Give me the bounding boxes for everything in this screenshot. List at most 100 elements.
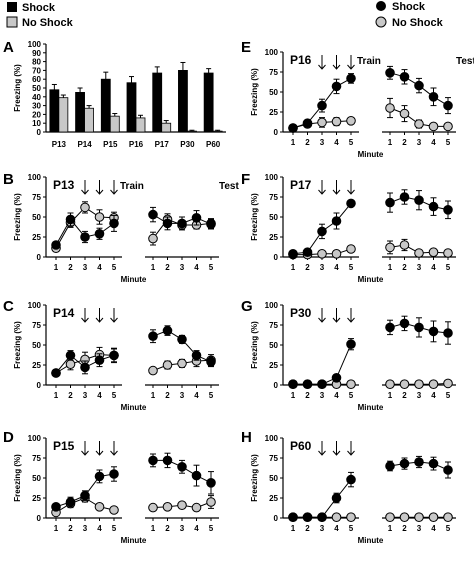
test-no-shock-point	[162, 360, 173, 370]
y-tick-label: 50	[269, 88, 278, 97]
test-shock-point	[177, 218, 187, 229]
x-tick-label-train: 3	[320, 138, 325, 147]
x-tick-label-train: 3	[83, 263, 88, 272]
panel-letter-b: B	[3, 171, 14, 188]
x-tick-label-test: 4	[194, 391, 199, 400]
y-tick-label: 100	[265, 173, 279, 182]
x-tick-label-train: 2	[68, 524, 73, 533]
test-shock-point	[428, 326, 439, 337]
test-shock-point	[428, 92, 439, 102]
x-axis-label: Minute	[121, 275, 147, 284]
train-shock-point	[94, 471, 105, 482]
x-tick-label-test: 5	[446, 263, 451, 272]
panel-letter-g: G	[241, 298, 253, 315]
test-no-shock-point	[177, 358, 187, 369]
bar-no-shock	[109, 115, 120, 133]
shock-arrow-head	[347, 189, 355, 195]
y-tick-label: 100	[265, 301, 279, 310]
age-label: P15	[53, 439, 75, 453]
test-shock-point	[191, 470, 202, 481]
y-tick-label: 30	[32, 102, 41, 111]
train-label: Train	[357, 56, 381, 67]
test-no-shock-point	[162, 502, 173, 512]
category-label: P30	[180, 140, 195, 149]
test-shock-point	[414, 195, 424, 205]
legend-right-noshock-label: No Shock	[392, 17, 444, 29]
train-no-shock-point	[331, 116, 342, 127]
train-no-shock-point	[331, 249, 342, 259]
shock-arrow-head	[81, 450, 89, 456]
x-tick-label-train: 1	[291, 138, 296, 147]
x-tick-label-train: 1	[54, 263, 59, 272]
panel-letter-f: F	[241, 171, 250, 188]
x-tick-label-test: 2	[402, 391, 407, 400]
train-shock-point	[317, 100, 327, 111]
panel-letter-d: D	[3, 429, 14, 446]
test-no-shock-point	[428, 512, 439, 523]
x-tick-label-test: 1	[388, 391, 393, 400]
test-shock-point	[206, 478, 216, 488]
x-tick-label-train: 4	[97, 524, 102, 533]
legend-right-shock-label: Shock	[392, 1, 426, 13]
x-tick-label-test: 1	[151, 263, 156, 272]
x-tick-label-train: 4	[97, 391, 102, 400]
x-tick-label-test: 1	[388, 524, 393, 533]
test-no-shock-point	[148, 502, 158, 513]
x-tick-label-test: 2	[165, 524, 170, 533]
test-no-shock-point	[399, 379, 410, 390]
train-shock-point	[288, 249, 298, 259]
test-shock-point	[148, 455, 158, 466]
legend-left-shock-swatch	[7, 2, 17, 12]
x-tick-label-train: 5	[349, 391, 354, 400]
age-label: P13	[53, 178, 75, 192]
train-shock-point	[80, 362, 90, 373]
test-no-shock-point	[414, 119, 424, 129]
train-no-shock-point	[346, 379, 356, 390]
shock-arrow-head	[81, 189, 89, 195]
y-tick-label: 25	[269, 108, 278, 117]
y-tick-label: 25	[269, 233, 278, 242]
train-no-shock-point	[94, 502, 105, 512]
y-tick-label: 50	[269, 213, 278, 222]
test-shock-point	[399, 72, 410, 82]
test-no-shock-point	[414, 379, 424, 390]
x-axis-label: Minute	[358, 536, 384, 545]
test-shock-point	[162, 455, 173, 466]
train-shock-point	[94, 355, 105, 366]
test-no-shock-point	[414, 512, 424, 523]
y-axis-label: Freezing (%)	[13, 321, 22, 369]
y-tick-label: 20	[32, 110, 41, 119]
x-tick-label-train: 3	[320, 524, 325, 533]
y-tick-label: 0	[37, 514, 42, 523]
test-shock-point	[443, 465, 453, 475]
shock-arrow-head	[318, 64, 326, 70]
bar-shock	[203, 72, 214, 133]
shock-arrow-head	[318, 317, 326, 323]
train-shock-point	[331, 373, 342, 383]
x-tick-label-train: 1	[291, 524, 296, 533]
train-shock-line	[293, 344, 352, 385]
y-tick-label: 25	[269, 494, 278, 503]
train-shock-point	[317, 226, 327, 237]
y-tick-label: 50	[269, 474, 278, 483]
shock-arrow-head	[347, 317, 355, 323]
y-tick-label: 100	[28, 173, 42, 182]
train-shock-point	[80, 232, 90, 242]
x-tick-label-test: 5	[446, 391, 451, 400]
test-shock-point	[443, 205, 453, 215]
test-shock-point	[414, 457, 424, 467]
x-tick-label-train: 2	[68, 263, 73, 272]
x-tick-label-train: 2	[305, 263, 310, 272]
x-tick-label-test: 3	[417, 391, 422, 400]
test-label: Test	[219, 181, 239, 192]
y-tick-label: 80	[32, 58, 41, 67]
train-shock-point	[346, 73, 356, 84]
test-no-shock-point	[385, 242, 395, 253]
x-tick-label-train: 1	[54, 524, 59, 533]
shock-arrow-head	[95, 317, 104, 323]
legend-left-shock-label: Shock	[22, 2, 56, 14]
shock-arrow-head	[95, 189, 104, 195]
